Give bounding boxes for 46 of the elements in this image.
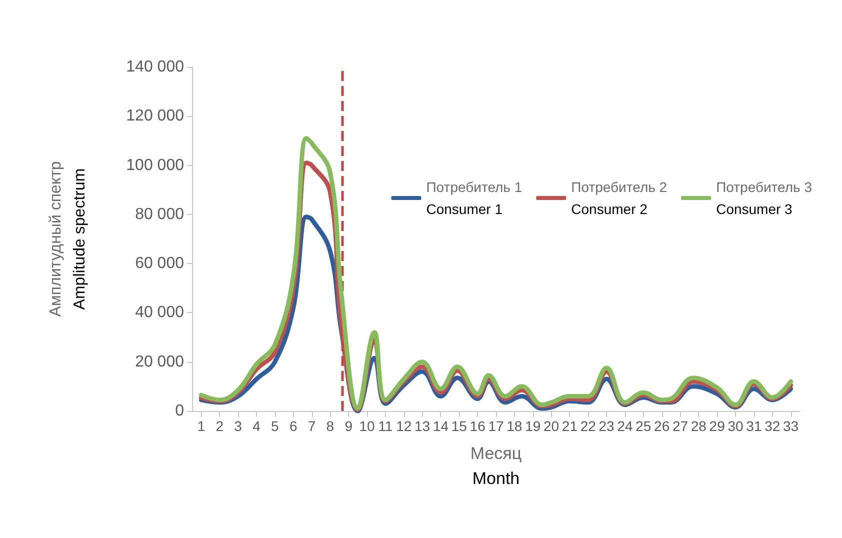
x-tick-label: 10 <box>359 418 376 434</box>
x-tick-label: 30 <box>728 418 744 434</box>
x-axis-title: Месяц Month <box>470 444 522 488</box>
x-tick-label: 25 <box>636 418 652 434</box>
x-tick-label: 14 <box>432 418 449 434</box>
x-tick-label: 23 <box>598 418 615 434</box>
x-tick-label: 27 <box>672 418 688 434</box>
x-tick-label: 7 <box>308 418 316 434</box>
x-tick-label: 29 <box>709 418 726 434</box>
x-tick-label: 5 <box>271 418 280 434</box>
y-tick-label: 0 <box>175 402 184 420</box>
x-tick-label: 16 <box>470 418 486 434</box>
x-tick-label: 19 <box>525 418 541 434</box>
y-tick-label: 140 000 <box>126 58 184 76</box>
x-tick-label: 6 <box>289 418 298 434</box>
y-tick-label: 100 000 <box>126 156 184 174</box>
y-axis-title: Амплитудный спектр Amplitude spectrum <box>48 161 88 317</box>
x-tick-label: 33 <box>783 418 799 434</box>
x-tick-label: 32 <box>764 418 780 434</box>
legend-label: Потребитель 2 Consumer 2 <box>571 179 668 217</box>
x-tick-label: 20 <box>543 418 560 434</box>
x-tick-label: 24 <box>617 418 633 434</box>
x-tick-label: 17 <box>488 418 504 434</box>
y-tick-label: 40 000 <box>135 304 184 322</box>
x-tick-label: 8 <box>326 418 334 434</box>
x-tick-label: 31 <box>746 418 762 434</box>
x-tick-label: 15 <box>451 418 468 434</box>
x-tick-label: 4 <box>252 418 261 434</box>
legend-label: Потребитель 3 Consumer 3 <box>716 179 812 217</box>
x-tick-label: 21 <box>562 418 578 434</box>
x-tick-label: 26 <box>654 418 670 434</box>
x-tick-label: 18 <box>506 418 522 434</box>
x-tick-label: 11 <box>378 418 393 434</box>
x-tick-label: 3 <box>234 418 242 434</box>
x-tick-label: 12 <box>396 418 412 434</box>
y-tick-label: 60 000 <box>135 255 184 272</box>
x-tick-label: 13 <box>414 418 430 434</box>
x-tick-label: 2 <box>216 418 224 434</box>
y-tick-label: 80 000 <box>135 206 184 223</box>
x-tick-label: 22 <box>580 418 596 434</box>
x-tick-label: 1 <box>197 418 206 434</box>
legend-label: Потребитель 1 Consumer 1 <box>426 179 522 217</box>
x-tick-label: 28 <box>690 418 707 434</box>
y-tick-label: 120 000 <box>126 108 184 125</box>
y-tick-label: 20 000 <box>135 353 184 370</box>
x-tick-label: 9 <box>344 418 353 434</box>
